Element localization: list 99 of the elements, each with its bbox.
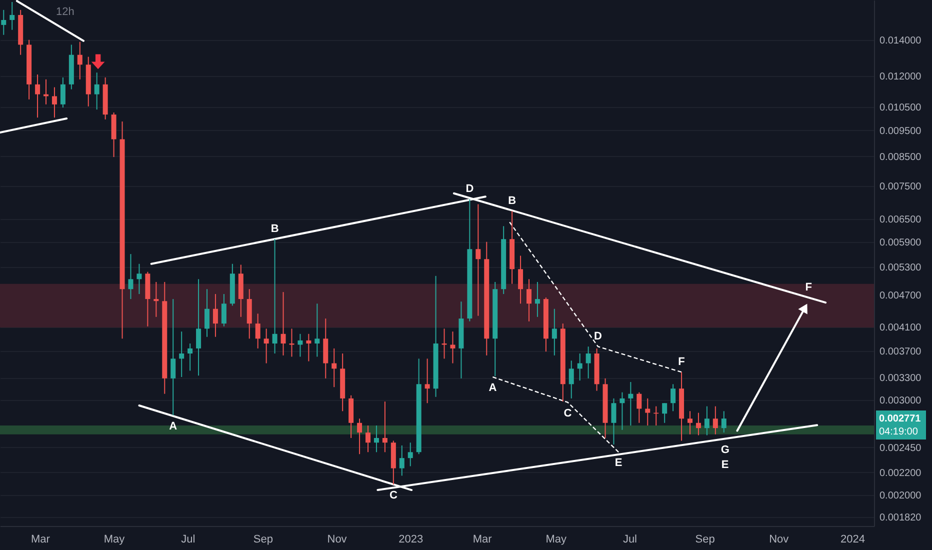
candlestick <box>10 1 15 30</box>
annotation: A <box>488 382 497 394</box>
annotation: C <box>389 489 398 502</box>
x-tick-label: 2023 <box>398 534 424 546</box>
candlestick <box>552 308 557 356</box>
y-tick-label: 0.004700 <box>880 290 922 302</box>
y-tick-label: 0.007500 <box>880 181 922 192</box>
annotation: G <box>720 444 730 456</box>
x-tick-label: Mar <box>472 534 492 546</box>
candlestick <box>314 303 320 358</box>
candlestick <box>221 294 226 327</box>
y-tick-label: 0.010500 <box>880 102 922 114</box>
y-tick-label: 0.006500 <box>880 214 922 226</box>
candlestick <box>264 328 269 364</box>
candlestick <box>577 352 582 382</box>
candlestick <box>620 392 625 430</box>
candlestick <box>645 398 650 426</box>
candlestick <box>721 410 726 434</box>
candlestick <box>188 342 193 372</box>
annotation: D <box>594 330 602 343</box>
candlestick <box>476 204 481 316</box>
candlestick <box>399 444 404 476</box>
candlestick <box>366 424 370 453</box>
annotation: A <box>169 420 178 432</box>
x-tick-label: Jul <box>622 534 638 546</box>
y-tick-label: 0.009500 <box>880 126 922 137</box>
candlestick <box>662 402 668 424</box>
candlestick <box>611 398 616 445</box>
candlestick <box>568 360 574 399</box>
annotation: E <box>721 458 729 471</box>
annotation: B <box>508 195 516 208</box>
x-tick-label: Sep <box>253 534 273 546</box>
candlestick <box>688 410 692 435</box>
candlestick <box>636 392 642 424</box>
text: 0.002771 <box>879 414 922 425</box>
candlestick <box>704 406 710 436</box>
y-tick-label: 0.002000 <box>880 490 922 502</box>
candlestick <box>204 288 210 338</box>
y-tick-label: 0.003300 <box>880 373 922 384</box>
x-tick-label: Jul <box>181 534 196 546</box>
y-tick-label: 0.003700 <box>880 346 922 358</box>
x-tick-label: Nov <box>327 534 348 546</box>
candlestick <box>52 86 57 118</box>
x-tick-label: Nov <box>769 534 790 546</box>
x-tick-label: Mar <box>30 534 50 546</box>
y-tick-label: 0.005300 <box>880 262 922 274</box>
candlestick <box>77 41 82 80</box>
candlestick <box>670 384 676 412</box>
candlestick <box>179 331 184 378</box>
candlestick <box>450 331 456 364</box>
candlestick <box>255 313 260 349</box>
candlestick <box>280 292 286 356</box>
y-tick-label: 0.002200 <box>880 468 922 479</box>
y-tick-label: 0.002450 <box>880 442 922 454</box>
x-tick-label: May <box>546 534 568 546</box>
candlestick <box>272 238 278 354</box>
text: 12h <box>56 6 74 18</box>
candlestick <box>60 76 66 108</box>
y-tick-label: 0.008500 <box>880 152 922 163</box>
candlestick <box>35 74 40 118</box>
candlestick <box>586 346 591 379</box>
annotation: F <box>805 282 812 294</box>
candlestick <box>212 294 218 338</box>
annotation: E <box>614 457 622 470</box>
y-tick-label: 0.003000 <box>880 395 922 406</box>
text: 04:19:00 <box>879 426 918 438</box>
candlestick <box>696 412 701 436</box>
x-tick-label: 2024 <box>840 534 865 546</box>
candlestick <box>424 358 430 404</box>
x-tick-label: May <box>104 534 126 546</box>
annotation: F <box>678 356 686 368</box>
candlestick <box>306 333 312 362</box>
annotation: C <box>564 407 572 420</box>
candlestick <box>408 442 413 467</box>
x-tick-label: Sep <box>695 534 715 546</box>
y-tick-label: 0.014000 <box>880 35 922 46</box>
candlestick <box>518 255 524 304</box>
annotation: B <box>270 223 279 236</box>
y-tick-label: 0.012000 <box>880 71 922 82</box>
candlestick <box>712 406 718 435</box>
candlestick <box>526 278 532 322</box>
candlestick <box>136 263 142 295</box>
candlestick <box>196 278 202 376</box>
candlestick <box>534 281 540 318</box>
y-tick-label: 0.004100 <box>880 322 922 334</box>
candlestick <box>628 381 634 426</box>
y-tick-label: 0.001820 <box>880 512 922 524</box>
candlestick <box>357 418 362 455</box>
candlestick <box>1 9 6 36</box>
candlestick <box>154 281 159 318</box>
y-tick-label: 0.005900 <box>880 237 922 248</box>
candlestick <box>374 424 379 453</box>
candlestick <box>94 72 100 110</box>
annotation: D <box>466 183 474 196</box>
candlestick <box>382 401 388 453</box>
candlestick <box>332 348 337 388</box>
candlestick <box>170 298 176 416</box>
candlestick <box>298 333 303 358</box>
candlestick <box>128 254 134 300</box>
